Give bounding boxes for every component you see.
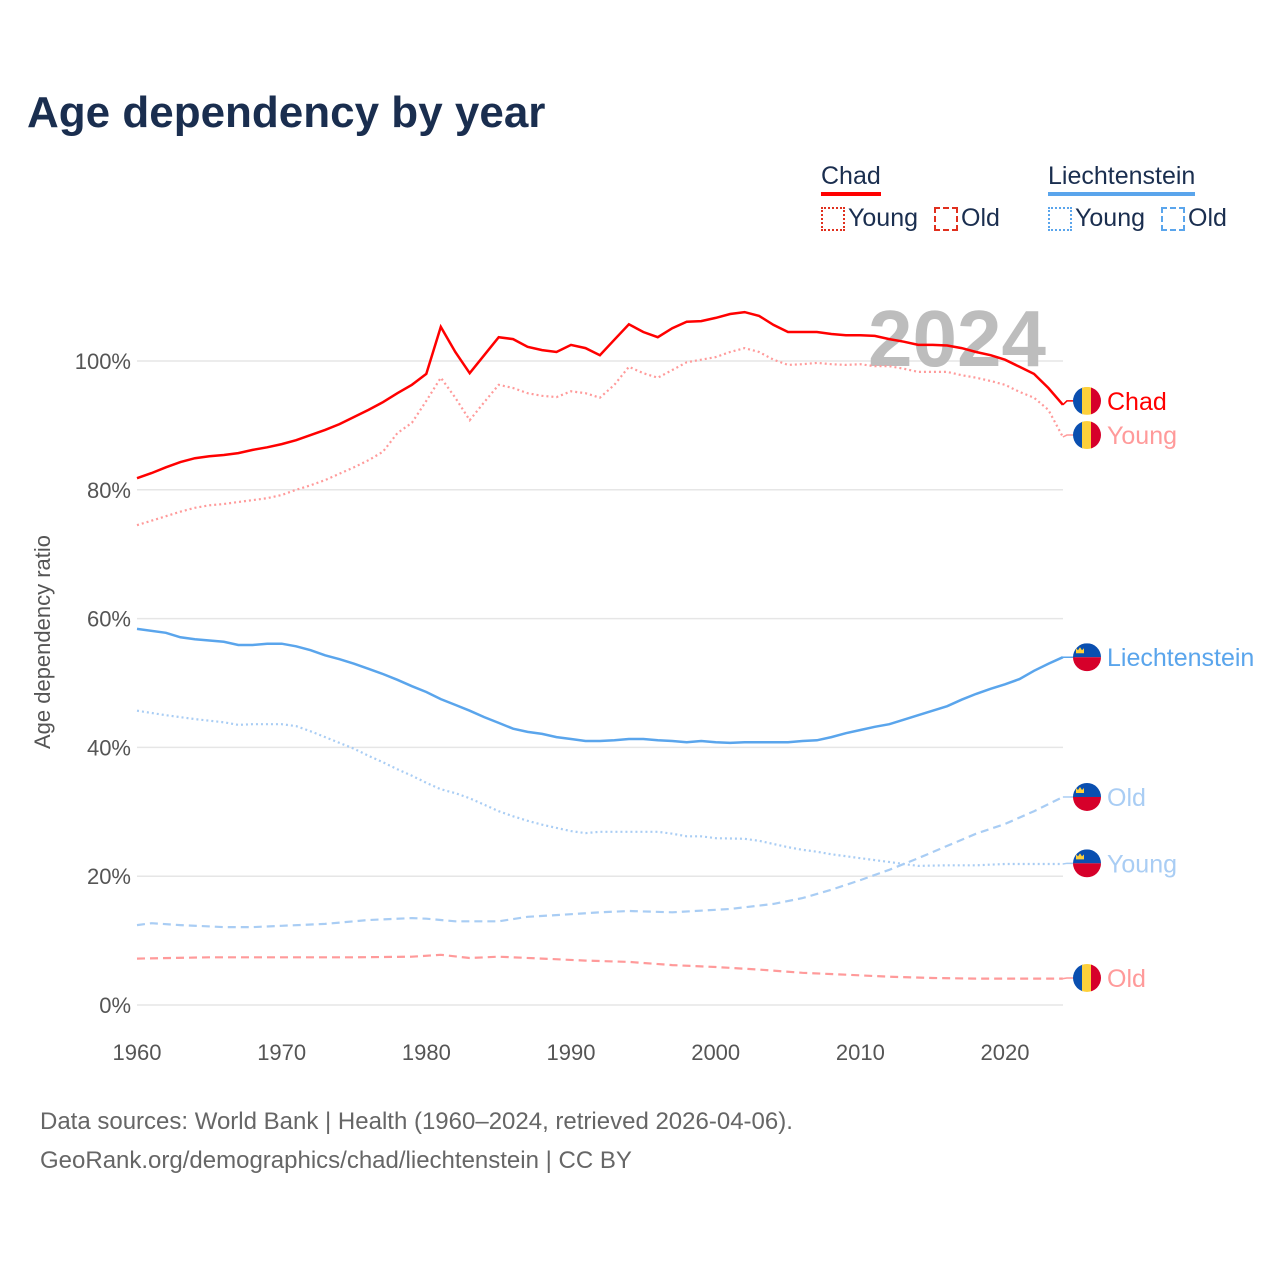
- chad-flag-icon: [1073, 421, 1101, 450]
- end-label: Liechtenstein: [1107, 644, 1254, 672]
- dotted-swatch-icon: [1048, 206, 1072, 231]
- dashed-swatch-icon: [934, 206, 958, 231]
- end-label: Young: [1107, 422, 1177, 450]
- end-label: Old: [1107, 965, 1146, 993]
- chad-flag-icon: [1073, 386, 1101, 415]
- series-line-liechtenstein-young[interactable]: [136, 709, 1063, 868]
- end-label: Young: [1107, 850, 1177, 878]
- series-line-chad-old[interactable]: [136, 953, 1063, 980]
- x-tick-label: 1960: [113, 1040, 162, 1065]
- y-tick-label: 0%: [99, 993, 131, 1018]
- end-label: Chad: [1107, 388, 1167, 416]
- x-tick-label: 2000: [691, 1040, 740, 1065]
- liechtenstein-flag-icon: [1073, 643, 1101, 672]
- liechtenstein-flag-icon: [1073, 782, 1101, 811]
- year-watermark: 2024: [868, 294, 1046, 383]
- legend-label: Young: [1075, 204, 1145, 232]
- y-tick-label: 80%: [87, 478, 131, 503]
- end-connector: [1062, 862, 1075, 865]
- footer-credit[interactable]: GeoRank.org/demographics/chad/liechtenst…: [40, 1147, 632, 1174]
- x-tick-label: 2010: [836, 1040, 885, 1065]
- legend-country-liechtenstein[interactable]: Liechtenstein: [1048, 162, 1196, 196]
- liechtenstein-flag-icon: [1073, 849, 1101, 878]
- x-tick-label: 2020: [981, 1040, 1030, 1065]
- end-label: Old: [1107, 784, 1146, 812]
- legend-label: Old: [961, 204, 1000, 232]
- y-tick-label: 100%: [75, 349, 131, 374]
- crown-icon: [1076, 786, 1084, 793]
- chart-title: Age dependency by year: [27, 88, 546, 137]
- end-connector: [1062, 977, 1075, 980]
- series-line-chad[interactable]: [136, 310, 1064, 480]
- y-axis-label: Age dependency ratio: [30, 535, 55, 749]
- legend-group-chad: Chad Young Old: [821, 162, 1000, 233]
- end-connector: [1062, 434, 1075, 438]
- legend-label: Old: [1188, 204, 1227, 232]
- footer-sources: Data sources: World Bank | Health (1960–…: [40, 1108, 793, 1135]
- legend-country-chad[interactable]: Chad: [821, 162, 881, 196]
- legend-label: Young: [848, 204, 918, 232]
- crown-icon: [1076, 853, 1084, 860]
- y-tick-label: 60%: [87, 607, 131, 632]
- series-line-liechtenstein[interactable]: [136, 627, 1064, 745]
- end-connector: [1062, 400, 1075, 406]
- x-tick-label: 1970: [257, 1040, 306, 1065]
- legend-item-liechtenstein-old[interactable]: Old: [1161, 204, 1227, 233]
- chad-flag-icon: [1073, 963, 1101, 992]
- x-tick-label: 1980: [402, 1040, 451, 1065]
- x-tick-label: 1990: [547, 1040, 596, 1065]
- crown-icon: [1076, 647, 1084, 654]
- series-line-liechtenstein-old[interactable]: [136, 796, 1064, 929]
- legend-item-chad-young[interactable]: Young: [821, 204, 918, 233]
- series-line-chad-young[interactable]: [136, 346, 1064, 527]
- legend-item-chad-old[interactable]: Old: [934, 204, 1000, 233]
- dotted-swatch-icon: [821, 206, 845, 231]
- legend-group-liechtenstein: Liechtenstein Young Old: [1048, 162, 1227, 233]
- dashed-swatch-icon: [1161, 206, 1185, 231]
- y-tick-label: 40%: [87, 735, 131, 760]
- legend-item-liechtenstein-young[interactable]: Young: [1048, 204, 1145, 233]
- y-tick-label: 20%: [87, 864, 131, 889]
